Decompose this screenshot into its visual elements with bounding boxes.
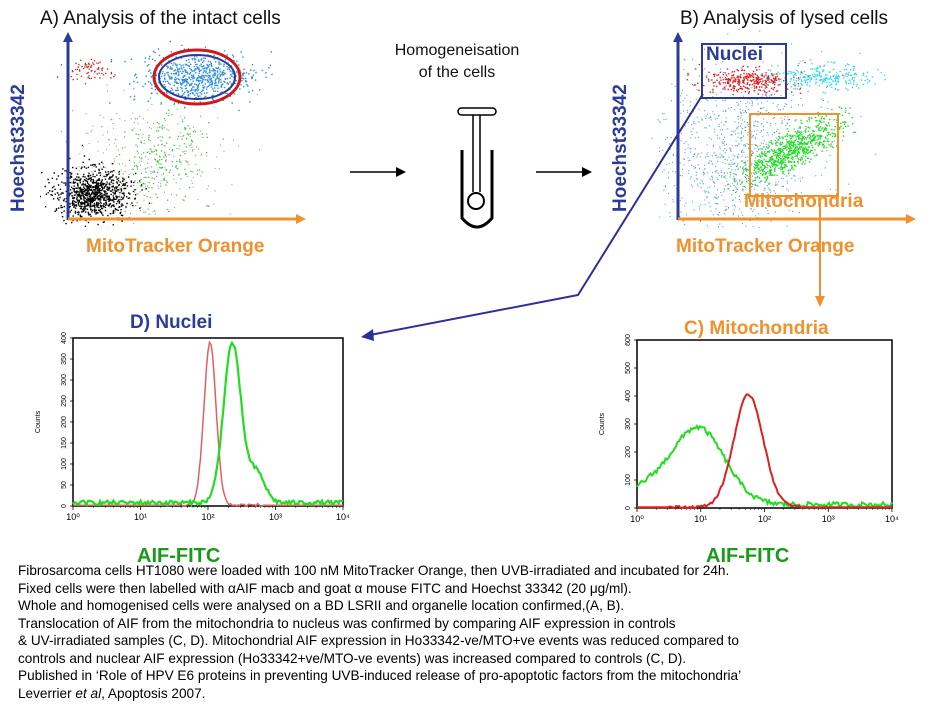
panel-a-dotplot (40, 32, 306, 228)
panel-c-plot-frame (636, 339, 893, 509)
panel-b-x-axis-label: MitoTracker Orange (676, 236, 855, 257)
caption-et-al: et al (75, 685, 102, 701)
panel-c-title: C) Mitochondria (684, 318, 829, 339)
homogenisation-diagram (350, 107, 592, 229)
process-step-label: Homogeneisation of the cells (372, 40, 542, 84)
panel-d-y-tick-label: 0 (61, 504, 68, 508)
arrow-a-to-tube (350, 167, 406, 177)
panel-d-y-tick-label: 250 (61, 395, 68, 407)
panel-a-x-axis-label: MitoTracker Orange (86, 236, 265, 257)
panel-b-dotplot (651, 29, 916, 228)
panel-c-green-curve (636, 423, 893, 510)
panel-d-y-tick-label: 400 (61, 332, 68, 344)
panel-a-blue-gate (158, 54, 236, 100)
panel-d-y-tick-label: 100 (61, 458, 68, 470)
panel-c-y-tick-label: 600 (625, 334, 632, 346)
panel-b-red-population (686, 61, 844, 98)
panel-b-title: B) Analysis of lysed cells (680, 8, 889, 29)
panel-c-y-tick-label: 200 (625, 446, 632, 458)
panel-d-title: D) Nuclei (130, 312, 213, 333)
panel-d-x-tick-label: 10⁴ (336, 512, 350, 522)
panel-c-x-tick-label: 10¹ (694, 514, 707, 524)
connector-arrows (361, 93, 825, 341)
panel-c-red-curve (637, 393, 892, 510)
test-tube-icon (457, 107, 497, 229)
panel-d-plot-frame (72, 337, 344, 507)
panel-d-red-curve (73, 340, 343, 508)
caption-author: Leverrier (18, 685, 76, 701)
panel-c-x-axis-label: AIF-FITC (706, 545, 790, 567)
panel-c-x-tick-label: 10⁰ (630, 514, 644, 524)
nuclei-gate-label: Nuclei (706, 44, 764, 65)
process-step-line1: Homogeneisation (394, 42, 520, 59)
panel-b-green-population (723, 106, 856, 198)
caption-line-2: Fixed cells were then labelled with αAIF… (18, 580, 632, 596)
figure-caption: Fibrosarcoma cells HT1080 were loaded wi… (18, 562, 938, 702)
panel-d-y-axis-title: Counts (35, 410, 42, 433)
panel-d-x-axis-label: AIF-FITC (137, 545, 221, 567)
panel-c-x-tick-label: 10² (758, 514, 771, 524)
panel-b-nuclei-gate (701, 43, 787, 99)
panel-d-y-tick-label: 350 (61, 353, 68, 365)
caption-line-3: Whole and homogenised cells were analyse… (18, 598, 625, 613)
panel-c-histogram: Counts 0 100 200 300 400 500 600 10⁰ 10¹ 10² 10³ 10⁴ (599, 334, 899, 524)
panel-c-y-tick-label: 300 (625, 418, 632, 430)
panel-c-y-axis-title: Counts (599, 412, 606, 435)
panel-c-y-tick-label: 400 (625, 390, 632, 402)
panel-d-y-tick-label: 200 (61, 416, 68, 428)
panel-c-y-tick-label: 500 (625, 362, 632, 374)
caption-line-4: Translocation of AIF from the mitochondr… (18, 615, 676, 631)
process-step-line2: of the cells (418, 64, 496, 81)
caption-line-6: controls and nuclear AIF expression (Ho3… (18, 650, 687, 666)
arrow-tube-to-b (536, 167, 592, 177)
caption-line-8: Leverrier et al, Apoptosis 2007. (18, 685, 938, 703)
panel-c-y-tick-label: 100 (625, 474, 632, 486)
panel-a-title: A) Analysis of the intact cells (40, 8, 281, 29)
panel-a-black-population (40, 144, 151, 228)
caption-line-7: Published in ‘Role of HPV E6 proteins in… (18, 668, 742, 683)
panel-a-red-gate (152, 48, 242, 106)
panel-d-y-tick-label: 150 (61, 437, 68, 449)
mito-gate-label: Mitochondria (744, 191, 864, 212)
panel-d-x-tick-label: 10⁰ (66, 512, 80, 522)
panel-d-histogram: Counts 0 50 100 150 200 250 300 350 400 10⁰ 10¹ 10² 1… (35, 332, 350, 522)
panel-b-mito-gate (749, 113, 839, 197)
arrow-nuclei-to-d (369, 93, 704, 336)
panel-b-cyan-population (763, 59, 886, 94)
panel-b-debris-population (651, 29, 862, 228)
caption-line-1: Fibrosarcoma cells HT1080 were loaded wi… (18, 563, 730, 578)
panel-c-x-tick-label: 10⁴ (885, 514, 899, 524)
panel-d-x-tick-label: 10³ (269, 512, 282, 522)
panel-d-x-tick-label: 10¹ (134, 512, 147, 522)
panel-c-x-tick-label: 10³ (822, 514, 835, 524)
panel-c-y-tick-label: 0 (625, 506, 632, 510)
caption-citation: , Apoptosis 2007. (101, 685, 206, 701)
panel-d-y-tick-label: 300 (61, 374, 68, 386)
panel-d-y-tick-label: 50 (61, 481, 68, 489)
caption-line-5: & UV-irradiated samples (C, D). Mitochon… (18, 633, 739, 648)
panel-d-green-curve (72, 340, 344, 508)
panel-d-x-tick-label: 10² (201, 512, 214, 522)
